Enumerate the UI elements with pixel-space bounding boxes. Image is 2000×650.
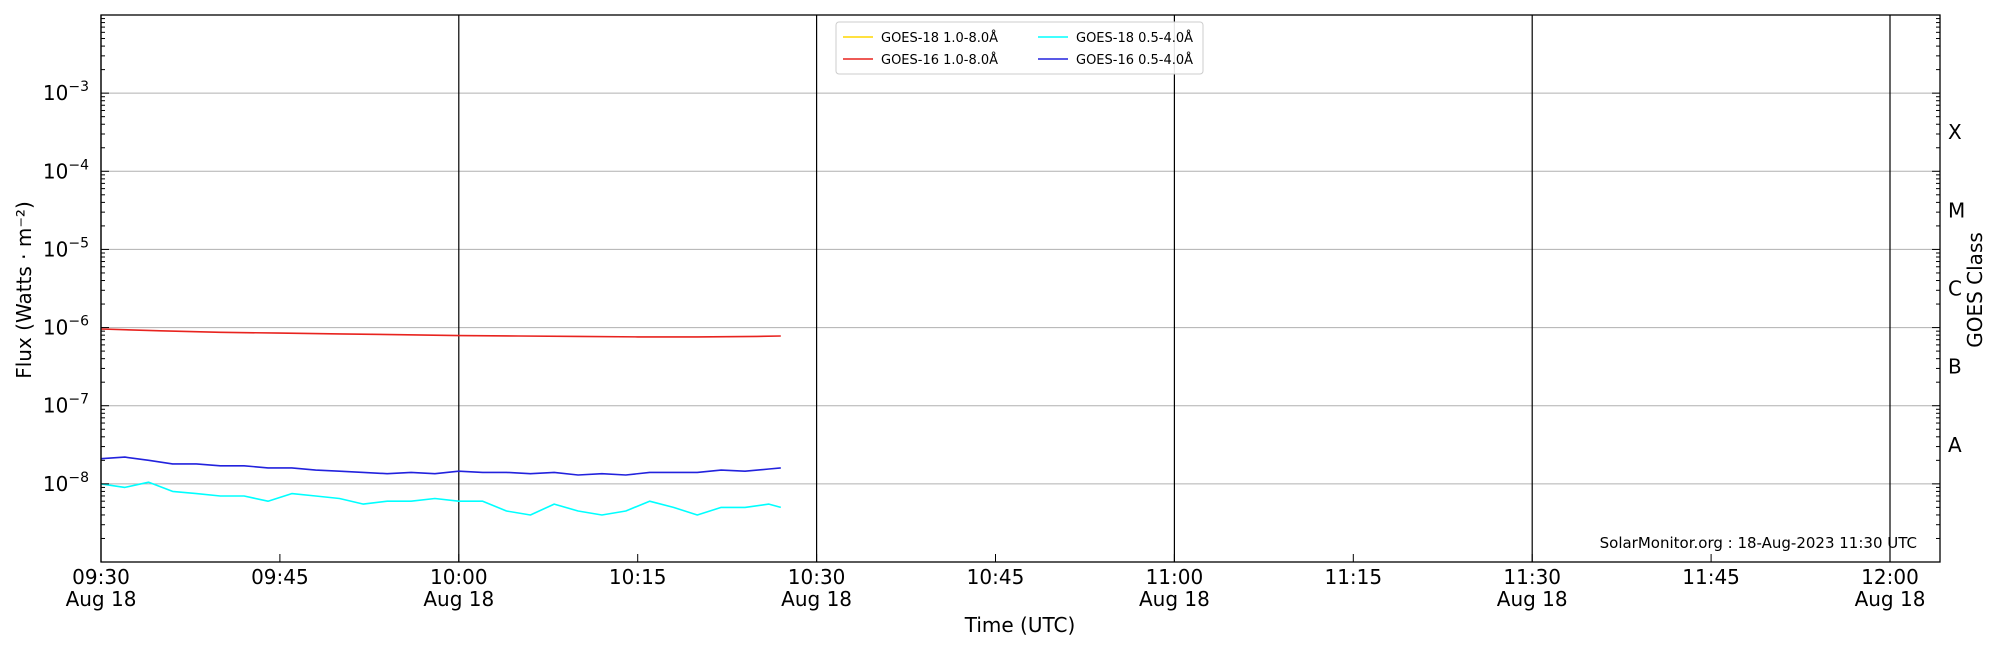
y-tick-label: 10−3 — [43, 79, 89, 105]
x-tick-label: 09:45 — [251, 565, 309, 589]
series-line — [100, 328, 781, 338]
x-tick-label: 11:15 — [1324, 565, 1382, 589]
x-tick-label: 11:00 — [1146, 565, 1204, 589]
grid-layer — [100, 15, 1940, 562]
x-tick-date-label: Aug 18 — [1139, 587, 1210, 611]
series-layer — [100, 328, 782, 516]
y-tick-label: 10−4 — [43, 157, 89, 183]
x-tick-label: 10:00 — [430, 565, 488, 589]
right-axis-label: GOES Class — [1963, 232, 1987, 348]
plot-frame — [100, 14, 1941, 563]
y-tick-label: 10−7 — [43, 392, 89, 418]
x-tick-date-label: Aug 18 — [423, 587, 494, 611]
legend-label: GOES-16 0.5-4.0Å — [1076, 52, 1193, 68]
x-tick-label: 10:45 — [967, 565, 1025, 589]
legend-label: GOES-18 0.5-4.0Å — [1076, 30, 1193, 46]
x-tick-label: 12:00 — [1861, 565, 1919, 589]
legend: GOES-18 1.0-8.0Å GOES-18 0.5-4.0Å GOES-16 … — [835, 21, 1204, 75]
legend-label: GOES-16 1.0-8.0Å — [881, 52, 998, 68]
x-tick-date-label: Aug 18 — [781, 587, 852, 611]
source-annotation: SolarMonitor.org : 18-Aug-2023 11:30 UTC — [1600, 534, 1917, 552]
goes-class-label: M — [1948, 198, 1965, 222]
series-line — [100, 456, 781, 476]
x-tick-date-label: Aug 18 — [1855, 587, 1926, 611]
legend-frame — [835, 21, 1204, 75]
legend-label: GOES-18 1.0-8.0Å — [881, 30, 998, 46]
x-tick-label: 10:15 — [609, 565, 667, 589]
x-axis-label: Time (UTC) — [964, 613, 1076, 637]
y-axis-label: Flux (Watts · m⁻²) — [12, 201, 36, 379]
y-tick-label: 10−6 — [43, 314, 89, 340]
x-tick-label: 11:30 — [1503, 565, 1561, 589]
goes-class-label: C — [1948, 277, 1962, 301]
goes-class-label: B — [1948, 355, 1962, 379]
x-tick-date-label: Aug 18 — [66, 587, 137, 611]
y-tick-label: 10−5 — [43, 235, 89, 261]
y-tick-label: 10−8 — [43, 470, 89, 496]
x-tick-label: 10:30 — [788, 565, 846, 589]
x-tick-label: 09:30 — [72, 565, 130, 589]
goes-class-label: X — [1948, 120, 1962, 144]
goes-class-label: A — [1948, 433, 1962, 457]
series-line — [100, 481, 782, 516]
x-tick-label: 11:45 — [1682, 565, 1740, 589]
x-tick-date-label: Aug 18 — [1497, 587, 1568, 611]
